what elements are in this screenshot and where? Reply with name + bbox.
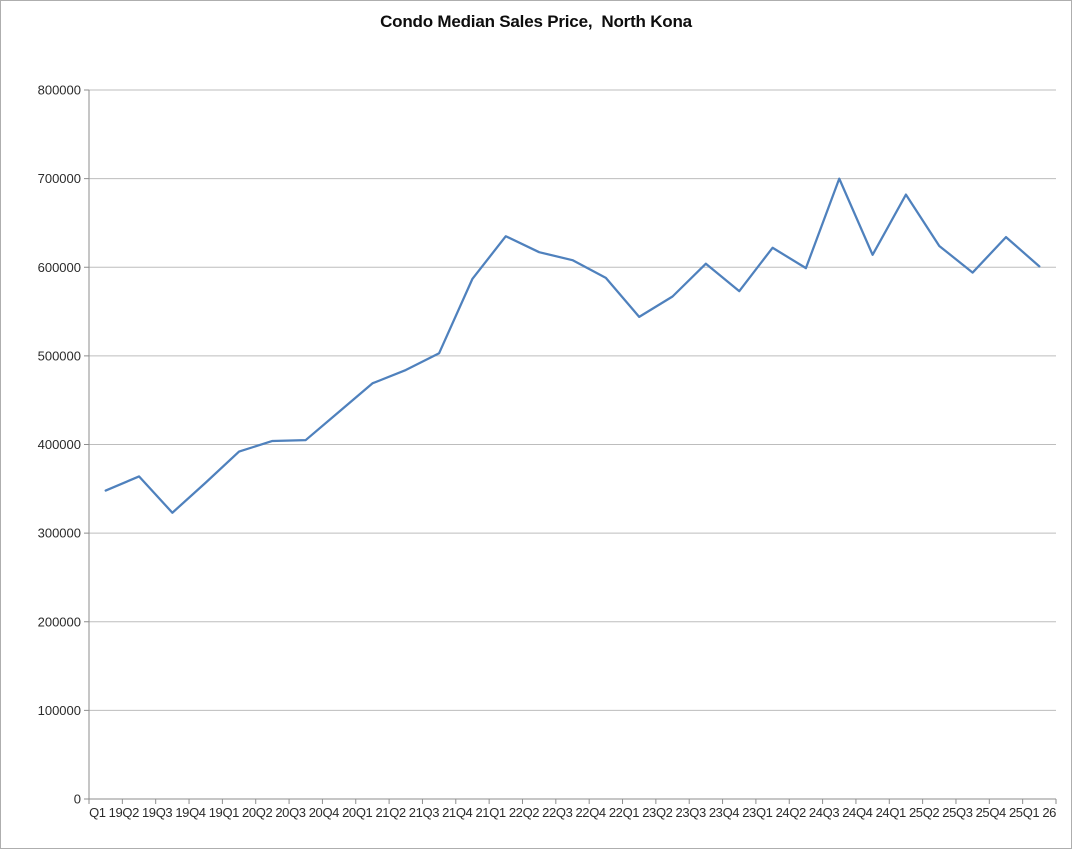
x-axis-label: Q2 24 <box>789 805 822 820</box>
x-axis-label: Q3 24 <box>823 805 856 820</box>
x-axis-label: Q1 21 <box>356 805 389 820</box>
y-axis-label: 0 <box>74 792 81 807</box>
y-axis-label: 800000 <box>38 83 81 98</box>
y-axis-label: 400000 <box>38 437 81 452</box>
chart-title: Condo Median Sales Price, North Kona <box>380 12 692 31</box>
y-axis-label: 200000 <box>38 614 81 629</box>
y-axis-label: 300000 <box>38 526 81 541</box>
x-axis-label: Q3 23 <box>689 805 722 820</box>
x-axis-label: Q1 22 <box>489 805 522 820</box>
y-axis-label: 700000 <box>38 171 81 186</box>
x-axis-label: Q1 19 <box>89 805 122 820</box>
x-axis-label: Q2 21 <box>389 805 422 820</box>
x-axis-label: Q3 20 <box>289 805 322 820</box>
x-axis-label: Q4 23 <box>723 805 756 820</box>
x-axis-label: Q4 25 <box>989 805 1022 820</box>
x-axis-label: Q1 24 <box>756 805 789 820</box>
x-axis-label: Q1 25 <box>889 805 922 820</box>
x-axis-label: Q4 24 <box>856 805 889 820</box>
y-axis-label: 600000 <box>38 260 81 275</box>
x-axis-label: Q2 22 <box>523 805 556 820</box>
x-axis-label: Q1 26 <box>1023 805 1056 820</box>
x-axis-label: Q2 20 <box>256 805 289 820</box>
x-axis-label: Q1 20 <box>222 805 255 820</box>
x-axis-label: Q4 22 <box>589 805 622 820</box>
x-axis-label: Q3 25 <box>956 805 989 820</box>
x-axis-label: Q2 23 <box>656 805 689 820</box>
x-axis-label: Q4 20 <box>323 805 356 820</box>
x-axis-label: Q2 25 <box>923 805 956 820</box>
x-axis-label: Q1 23 <box>623 805 656 820</box>
y-axis-label: 500000 <box>38 348 81 363</box>
y-axis-label: 100000 <box>38 703 81 718</box>
data-line-median-sales-price <box>104 177 1041 514</box>
x-axis-label: Q4 19 <box>189 805 222 820</box>
x-axis-label: Q3 22 <box>556 805 589 820</box>
x-axis-label: Q4 21 <box>456 805 489 820</box>
x-axis-label: Q3 21 <box>423 805 456 820</box>
x-axis-label: Q3 19 <box>156 805 189 820</box>
x-axis-label: Q2 19 <box>122 805 155 820</box>
